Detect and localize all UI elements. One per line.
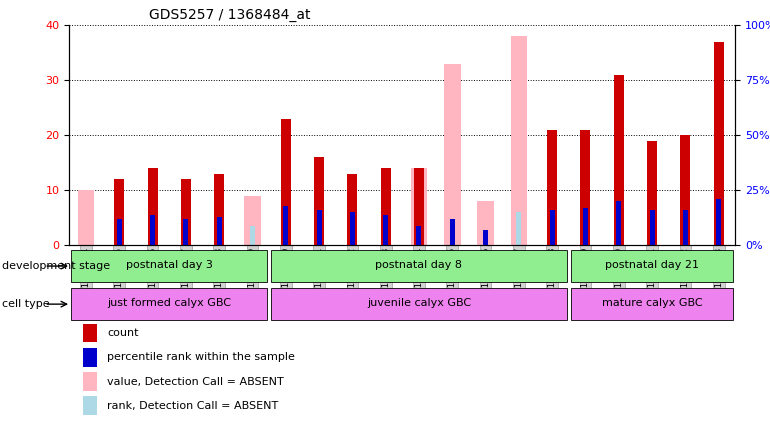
Text: percentile rank within the sample: percentile rank within the sample bbox=[107, 352, 295, 363]
Bar bbox=[647, 141, 657, 245]
Bar bbox=[150, 214, 155, 245]
Bar bbox=[716, 199, 721, 245]
Bar bbox=[414, 168, 424, 245]
Bar bbox=[444, 64, 460, 245]
Bar bbox=[681, 135, 691, 245]
Bar bbox=[383, 214, 388, 245]
Bar bbox=[614, 75, 624, 245]
Text: juvenile calyx GBC: juvenile calyx GBC bbox=[367, 299, 471, 308]
Bar bbox=[283, 206, 288, 245]
Bar bbox=[683, 210, 688, 245]
Bar bbox=[82, 324, 97, 343]
Bar bbox=[216, 217, 222, 245]
Text: postnatal day 21: postnatal day 21 bbox=[605, 261, 699, 270]
Text: just formed calyx GBC: just formed calyx GBC bbox=[107, 299, 231, 308]
Text: count: count bbox=[107, 328, 139, 338]
Text: mature calyx GBC: mature calyx GBC bbox=[602, 299, 702, 308]
Bar bbox=[483, 230, 488, 245]
Bar bbox=[410, 168, 427, 245]
Bar bbox=[281, 119, 291, 245]
Bar bbox=[714, 42, 724, 245]
Bar bbox=[380, 168, 390, 245]
Bar bbox=[547, 130, 557, 245]
Bar bbox=[511, 36, 527, 245]
Bar bbox=[114, 179, 124, 245]
Bar bbox=[71, 250, 266, 282]
Bar bbox=[71, 288, 266, 320]
Text: GDS5257 / 1368484_at: GDS5257 / 1368484_at bbox=[149, 8, 311, 22]
Bar bbox=[250, 225, 255, 245]
Bar bbox=[244, 196, 261, 245]
Bar bbox=[417, 228, 421, 245]
Bar bbox=[316, 210, 322, 245]
Bar bbox=[183, 219, 189, 245]
Bar bbox=[550, 210, 554, 245]
Bar bbox=[78, 190, 94, 245]
Bar bbox=[271, 250, 567, 282]
Bar bbox=[314, 157, 324, 245]
Bar bbox=[650, 210, 654, 245]
Text: development stage: development stage bbox=[2, 261, 110, 271]
Bar bbox=[417, 225, 421, 245]
Bar bbox=[616, 201, 621, 245]
Bar bbox=[571, 250, 733, 282]
Bar bbox=[583, 208, 588, 245]
Bar bbox=[347, 174, 357, 245]
Bar bbox=[450, 219, 455, 245]
Bar bbox=[517, 212, 521, 245]
Bar bbox=[571, 288, 733, 320]
Text: postnatal day 3: postnatal day 3 bbox=[126, 261, 213, 270]
Bar bbox=[214, 174, 224, 245]
Bar bbox=[477, 201, 494, 245]
Bar bbox=[82, 396, 97, 415]
Bar bbox=[148, 168, 158, 245]
Bar bbox=[581, 130, 591, 245]
Bar bbox=[117, 219, 122, 245]
Bar bbox=[181, 179, 191, 245]
Bar bbox=[271, 288, 567, 320]
Text: value, Detection Call = ABSENT: value, Detection Call = ABSENT bbox=[107, 376, 284, 387]
Bar bbox=[82, 348, 97, 367]
Text: rank, Detection Call = ABSENT: rank, Detection Call = ABSENT bbox=[107, 401, 279, 411]
Bar bbox=[350, 212, 355, 245]
Text: postnatal day 8: postnatal day 8 bbox=[376, 261, 463, 270]
Text: cell type: cell type bbox=[2, 299, 50, 309]
Bar bbox=[82, 372, 97, 391]
